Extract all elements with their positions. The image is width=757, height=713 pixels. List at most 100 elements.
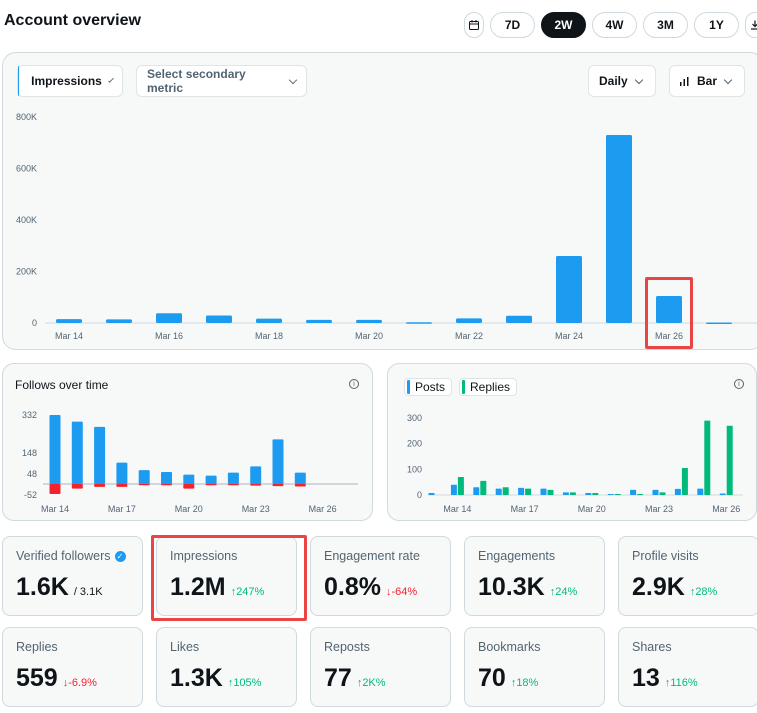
metric-card-bookmarks[interactable]: Bookmarks 70 ↑18% [464, 627, 605, 707]
replies-bar [525, 488, 532, 495]
x-tick-label: Mar 20 [578, 504, 606, 514]
legend-posts[interactable]: Posts [404, 378, 453, 396]
replies-bar [457, 477, 464, 495]
posts-bar [428, 492, 435, 495]
posts-bar [450, 484, 457, 495]
y-tick-label: 200K [16, 267, 37, 277]
replies-bar [592, 492, 599, 495]
metric-value: 0.8% [324, 573, 381, 601]
y-tick-label: 148 [22, 448, 37, 458]
metric-card-likes[interactable]: Likes 1.3K ↑105% [156, 627, 297, 707]
metric-value: 13 [632, 664, 660, 692]
follows-bar [49, 415, 61, 484]
metric-value: 1.6K [16, 573, 69, 601]
x-tick-label: Mar 22 [455, 331, 483, 341]
download-icon [751, 20, 757, 30]
metric-card-engagements[interactable]: Engagements 10.3K ↑24% [464, 536, 605, 616]
impressions-bar [606, 135, 632, 323]
y-tick-label: 0 [417, 490, 422, 500]
unfollows-bar [49, 484, 61, 494]
follows-chart-card: Follows over time i 332 148 48 -52 Mar 14 Mar… [2, 363, 373, 521]
range-3m-button[interactable]: 3M [643, 12, 688, 38]
x-tick-label: Mar 23 [645, 504, 673, 514]
legend-replies[interactable]: Replies [459, 378, 518, 396]
x-tick-label: Mar 24 [555, 331, 583, 341]
range-4w-button[interactable]: 4W [592, 12, 637, 38]
metric-value: 77 [324, 664, 352, 692]
impressions-bar [256, 318, 282, 323]
metric-value-row: 0.8% ↓-64% [324, 573, 417, 602]
metric-change: ↑28% [689, 586, 718, 598]
metric-card-impressions[interactable]: Impressions 1.2M ↑247% [156, 536, 297, 616]
metric-label: Profile visits [632, 549, 699, 563]
metric-card-reposts[interactable]: Reposts 77 ↑2K% [310, 627, 451, 707]
metric-label: Engagements [478, 549, 556, 563]
unfollows-bar [250, 484, 262, 486]
metric-label: Bookmarks [478, 640, 541, 654]
y-tick-label: -52 [24, 490, 37, 500]
replies-bar [480, 480, 487, 495]
impressions-bar [706, 322, 732, 324]
replies-bar [704, 420, 711, 495]
metric-label: Shares [632, 640, 672, 654]
y-tick-label: 600K [16, 164, 37, 174]
replies-swatch [462, 380, 465, 394]
metric-value-row: 2.9K ↑28% [632, 573, 717, 602]
posts-bar [540, 488, 547, 495]
metric-card-verified-followers[interactable]: Verified followers ✓ 1.6K / 3.1K [2, 536, 143, 616]
y-tick-label: 200 [407, 439, 422, 449]
primary-metric-label: Impressions [31, 74, 102, 88]
posts-bar [630, 489, 637, 495]
impressions-bar [156, 313, 182, 323]
legend-posts-label: Posts [415, 380, 446, 394]
impressions-bar [56, 319, 82, 323]
primary-metric-dropdown[interactable]: Impressions [17, 65, 123, 97]
metric-value-row: 1.3K ↑105% [170, 664, 261, 693]
metric-total: / 3.1K [73, 586, 103, 598]
date-range-selector: 7D 2W 4W 3M 1Y [464, 12, 757, 38]
impressions-bar [306, 319, 332, 323]
chart-type-dropdown[interactable]: Bar [669, 65, 745, 97]
metric-card-shares[interactable]: Shares 13 ↑116% [618, 627, 757, 707]
interval-dropdown[interactable]: Daily [588, 65, 656, 97]
posts-bar [697, 488, 704, 495]
page-title: Account overview [4, 12, 141, 29]
posts-bar [495, 488, 502, 495]
replies-bar [547, 489, 554, 495]
download-button[interactable] [745, 12, 757, 38]
metric-change: ↑2K% [356, 677, 386, 689]
range-2w-button[interactable]: 2W [541, 12, 586, 38]
metric-value: 10.3K [478, 573, 545, 601]
calendar-button[interactable] [464, 12, 484, 38]
impressions-bar [656, 295, 682, 323]
bar-chart-icon [680, 76, 689, 86]
metric-card-replies[interactable]: Replies 559 ↓-6.9% [2, 627, 143, 707]
replies-bar [569, 492, 576, 495]
follows-bar [227, 472, 239, 484]
posts-bar [674, 488, 681, 495]
metric-label: Impressions [170, 549, 238, 563]
unfollows-bar [227, 484, 239, 486]
secondary-metric-dropdown[interactable]: Select secondary metric [136, 65, 307, 97]
x-tick-label: Mar 17 [511, 504, 539, 514]
x-tick-label: Mar 23 [242, 504, 270, 514]
posts-bar [607, 493, 614, 495]
x-tick-label: Mar 20 [355, 331, 383, 341]
range-1y-button[interactable]: 1Y [694, 12, 739, 38]
metric-label: Verified followers [16, 549, 111, 563]
metric-card-profile-visits[interactable]: Profile visits 2.9K ↑28% [618, 536, 757, 616]
verified-badge-icon: ✓ [114, 550, 126, 562]
metric-label: Replies [16, 640, 58, 654]
x-tick-label: Mar 26 [309, 504, 337, 514]
impressions-bar [406, 322, 432, 324]
metric-value: 70 [478, 664, 506, 692]
metric-change: ↓-6.9% [62, 677, 97, 689]
range-7d-button[interactable]: 7D [490, 12, 535, 38]
info-icon[interactable]: i [734, 379, 744, 389]
metric-change: ↓-64% [385, 586, 418, 598]
metric-change: ↑116% [664, 677, 698, 689]
metric-card-engagement-rate[interactable]: Engagement rate 0.8% ↓-64% [310, 536, 451, 616]
unfollows-bar [161, 484, 172, 486]
replies-bar [614, 493, 621, 495]
info-icon[interactable]: i [349, 379, 359, 389]
